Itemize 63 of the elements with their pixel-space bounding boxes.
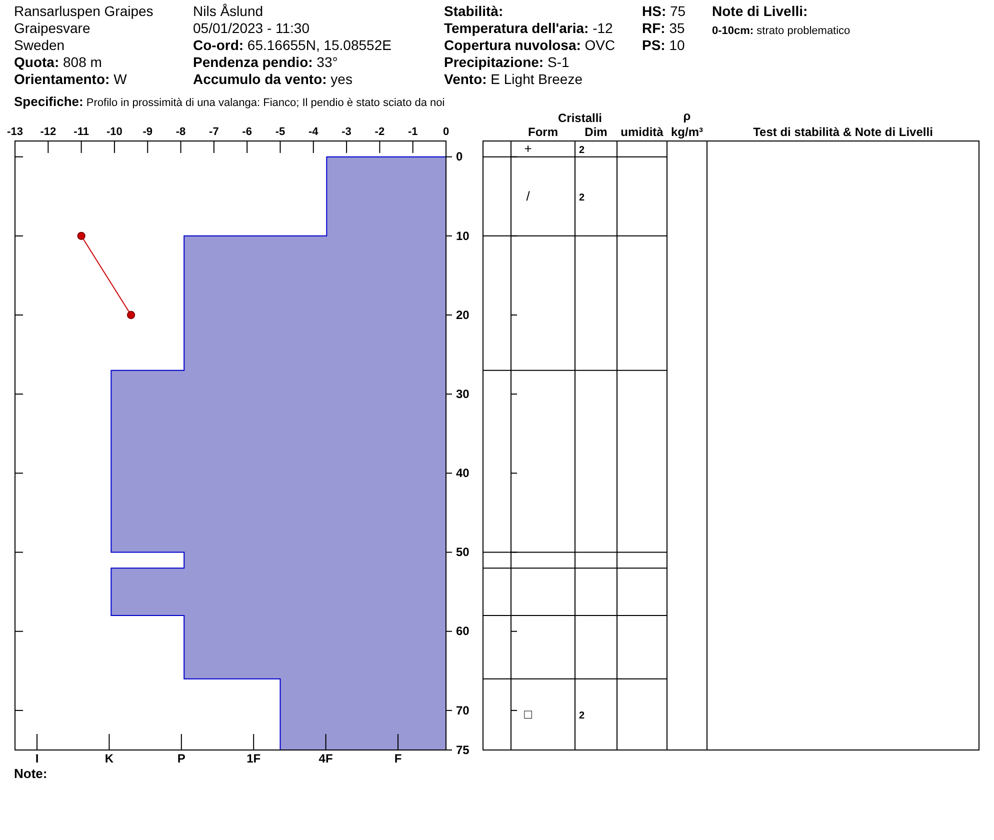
text: Specifiche: Profilo in prossimità di una valanga: Fianco; Il pendio è stato sciato da noi <box>14 94 445 109</box>
text: Stabilità: <box>444 3 504 19</box>
text: 2 <box>579 192 585 204</box>
x2-tick-label: -10 <box>106 126 122 138</box>
text: 0-10cm: strato problematico <box>712 25 850 37</box>
y-tick-label: 0 <box>456 150 463 164</box>
text: Graipesvare <box>14 20 90 36</box>
text: Nils Åslund <box>193 3 264 19</box>
x2-tick-label: -2 <box>374 126 385 138</box>
text: Accumulo da vento: yes <box>193 71 352 87</box>
text: Test di stabilità & Note di Livelli <box>753 125 933 139</box>
x2-tick-label: -8 <box>176 126 186 138</box>
text: □ <box>524 706 532 722</box>
text: Sweden <box>14 37 65 53</box>
text: Orientamento: W <box>14 71 128 87</box>
x-tick-label: 4F <box>318 752 333 766</box>
text: Temperatura dell'aria: -12 <box>444 20 614 36</box>
text: Pendenza pendio: 33° <box>193 54 338 70</box>
x-tick-label: P <box>177 752 186 766</box>
y-tick-label: 20 <box>456 308 470 322</box>
x2-tick-label: -3 <box>342 126 352 138</box>
text: HS: 75 <box>642 3 686 19</box>
x-tick-label: K <box>104 752 114 766</box>
text: / <box>526 188 530 204</box>
x2-tick-label: -7 <box>209 126 219 138</box>
x2-tick-label: -9 <box>142 126 153 138</box>
text: + <box>524 140 532 156</box>
x-tick-label: 1F <box>246 752 261 766</box>
x2-tick-label: -5 <box>275 126 286 138</box>
y-tick-label: 40 <box>456 466 470 480</box>
x-tick-label: F <box>394 752 402 766</box>
text: ρ kg/m³ <box>670 109 704 139</box>
text: Ransarluspen Graipes <box>14 3 154 19</box>
text: Co-ord: 65.16655N, 15.08552E <box>193 37 392 53</box>
x2-tick-label: -1 <box>408 126 418 138</box>
y-tick-label: 50 <box>456 545 470 560</box>
text: umidità <box>620 125 664 139</box>
x2-tick-label: -13 <box>7 126 23 138</box>
x2-tick-label: -11 <box>74 126 89 138</box>
text: Copertura nuvolosa: OVC <box>444 37 616 53</box>
text: Precipitazione: S-1 <box>444 54 570 70</box>
text: Dim <box>584 125 608 139</box>
x2-tick-label: -6 <box>242 126 252 138</box>
x-tick-label: I <box>35 752 39 766</box>
y-tick-label: 10 <box>456 228 470 243</box>
text: PS: 10 <box>642 37 686 53</box>
text: Note: <box>14 766 48 781</box>
x2-tick-label: -12 <box>40 126 56 138</box>
y-tick-label: 70 <box>456 703 470 718</box>
text: Form <box>528 125 558 139</box>
text: Cristalli <box>558 111 602 125</box>
y-tick-label: 75 <box>456 742 470 757</box>
text: Vento: E Light Breeze <box>444 71 583 87</box>
text: 2 <box>579 710 585 722</box>
x2-tick-label: 0 <box>442 126 450 138</box>
text: 05/01/2023 - 11:30 <box>193 20 310 36</box>
text: RF: 35 <box>642 20 686 36</box>
y-tick-label: 60 <box>456 624 470 638</box>
text: 2 <box>579 144 585 156</box>
text: Quota: 808 m <box>14 54 102 70</box>
y-tick-label: 30 <box>456 386 470 401</box>
text: Note di Livelli: <box>712 3 808 19</box>
x2-tick-label: -4 <box>308 126 320 138</box>
